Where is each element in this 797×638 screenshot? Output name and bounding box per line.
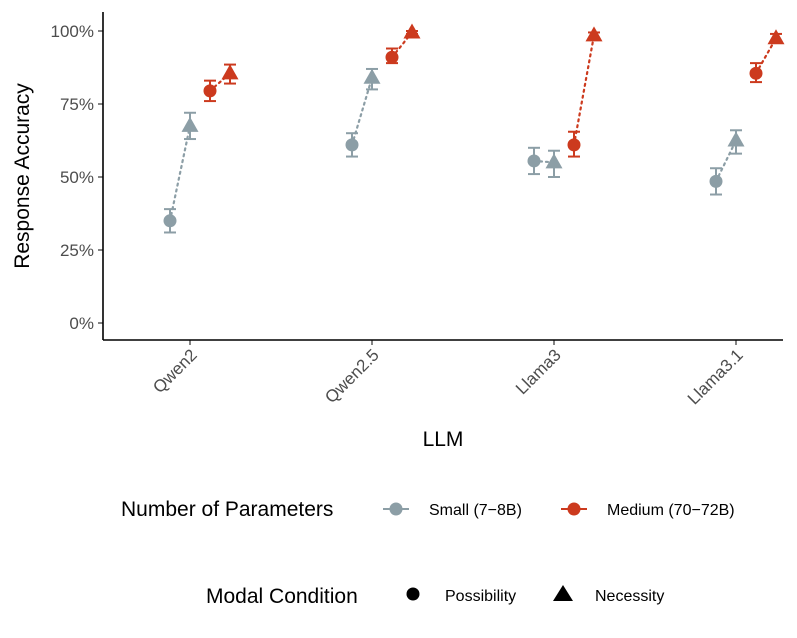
legend-medium-label: Medium (70−72B): [607, 502, 735, 519]
data-point-possibility: [527, 154, 541, 168]
data-point-possibility: [749, 66, 763, 80]
data-point-necessity: [585, 26, 603, 42]
y-tick-label: 0%: [69, 314, 94, 333]
series-line: [208, 72, 232, 92]
legend-necessity-swatch: [553, 585, 573, 601]
y-axis-title: Response Accuracy: [11, 83, 34, 269]
y-tick-label: 25%: [60, 241, 94, 260]
legend-modal-title: Modal Condition: [206, 585, 358, 608]
y-tick-label: 50%: [60, 168, 94, 187]
series-line: [714, 139, 738, 183]
legend-small-swatch: [389, 502, 403, 516]
x-axis-title: LLM: [423, 428, 464, 451]
data-point-possibility: [345, 138, 359, 152]
data-point-necessity: [221, 64, 239, 80]
y-axis-ticks: 0% 25% 50% 75% 100%: [51, 22, 103, 333]
x-axis-ticks: Qwen2 Qwen2.5 Llama3 Llama3.1: [149, 340, 747, 408]
legend-necessity-label: Necessity: [595, 588, 664, 605]
data-points: [163, 23, 785, 228]
legend-size: Number of Parameters Small (7−8B) Medium…: [121, 498, 735, 521]
series-line: [754, 37, 778, 75]
legend-size-title: Number of Parameters: [121, 498, 333, 521]
data-point-necessity: [545, 153, 563, 169]
error-bars: [164, 30, 782, 234]
data-point-necessity: [767, 29, 785, 45]
y-tick-label: 100%: [51, 22, 94, 41]
series-line: [168, 124, 192, 222]
data-point-necessity: [727, 131, 745, 147]
data-point-possibility: [567, 138, 581, 152]
legend-possibility-label: Possibility: [445, 588, 516, 605]
data-point-possibility: [203, 84, 217, 98]
x-tick-label: Qwen2: [149, 345, 201, 397]
data-point-necessity: [181, 116, 199, 132]
y-tick-label: 75%: [60, 95, 94, 114]
series-line: [572, 34, 596, 146]
legend-possibility-swatch: [406, 587, 420, 601]
legend-modal: Modal Condition Possibility Necessity: [206, 585, 664, 608]
data-point-possibility: [709, 174, 723, 188]
data-lines: [168, 31, 778, 222]
data-point-necessity: [363, 68, 381, 84]
legend-medium-swatch: [567, 502, 581, 516]
x-tick-label: Llama3: [512, 345, 565, 398]
data-point-possibility: [385, 50, 399, 64]
data-point-possibility: [163, 214, 177, 228]
x-tick-label: Llama3.1: [684, 345, 747, 408]
x-tick-label: Qwen2.5: [321, 345, 383, 407]
series-line: [350, 76, 374, 146]
data-point-necessity: [403, 23, 421, 39]
legend-small-label: Small (7−8B): [429, 502, 522, 519]
